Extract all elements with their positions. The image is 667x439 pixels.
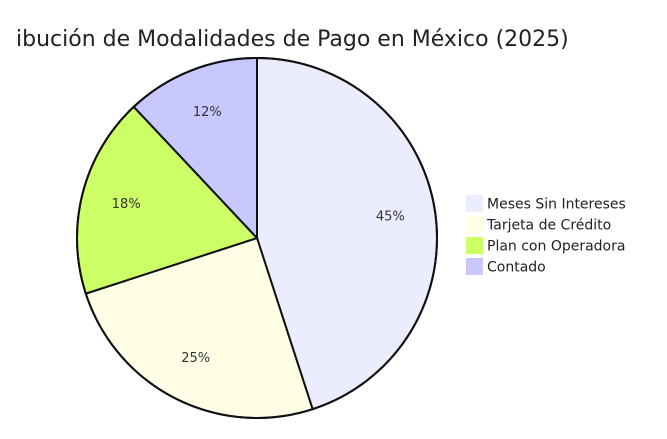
- legend-label-meses-sin-intereses: Meses Sin Intereses: [487, 197, 626, 213]
- legend-label-tarjeta-de-credito: Tarjeta de Crédito: [486, 218, 611, 234]
- pie-slices: [76, 56, 438, 419]
- legend-label-contado: Contado: [487, 260, 546, 276]
- pie-slice-labels: 45% 25% 18% 12%: [112, 105, 405, 366]
- slice-label-meses-sin-intereses: 45%: [376, 209, 405, 224]
- slice-label-contado: 12%: [193, 105, 222, 120]
- legend-swatch-meses-sin-intereses: [466, 195, 483, 212]
- legend: Meses Sin Intereses Tarjeta de Crédito Pla…: [466, 195, 626, 276]
- chart-title: ibución de Modalidades de Pago en México…: [16, 27, 569, 52]
- legend-label-plan-con-operadora: Plan con Operadora: [487, 239, 625, 255]
- pie-outline: [76, 57, 438, 419]
- legend-swatch-tarjeta-de-credito: [466, 216, 483, 233]
- slice-label-plan-con-operadora: 18%: [112, 197, 141, 212]
- legend-swatch-plan-con-operadora: [466, 237, 483, 254]
- legend-swatch-contado: [466, 258, 483, 275]
- slice-label-tarjeta-de-credito: 25%: [181, 351, 210, 366]
